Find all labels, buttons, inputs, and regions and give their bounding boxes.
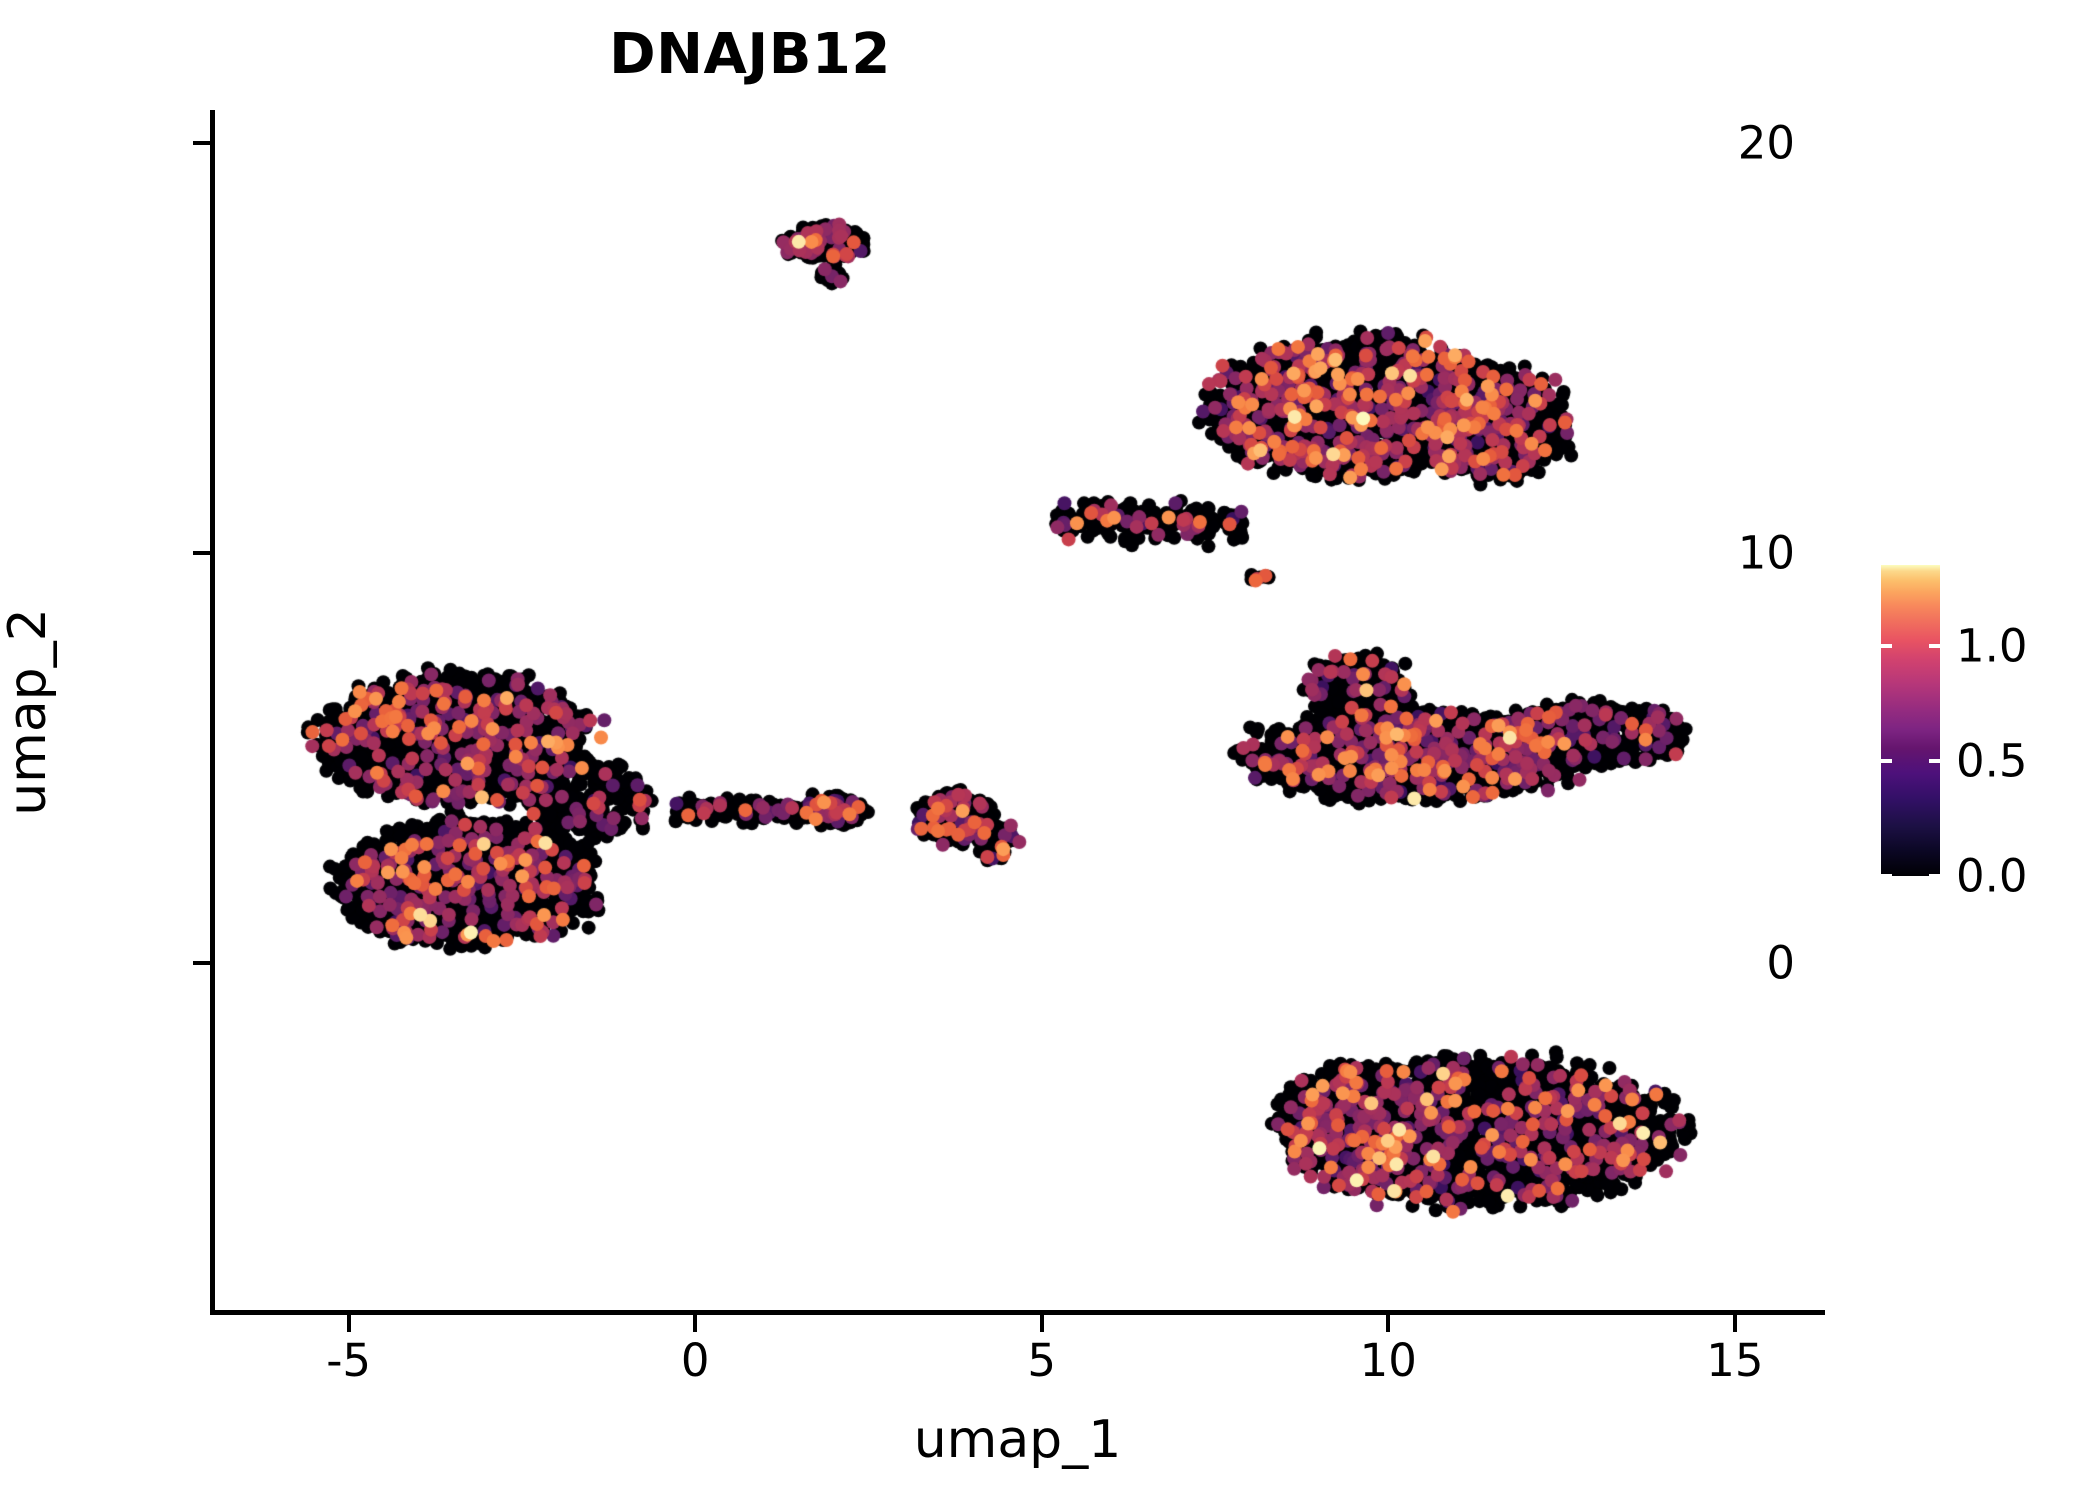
colorbar-tick-mark <box>1881 758 1892 763</box>
x-tick-mark <box>346 1315 351 1332</box>
x-axis-spine <box>210 1310 1825 1315</box>
colorbar-tick-mark <box>1929 874 1940 878</box>
colorbar-tick-mark <box>1929 643 1940 648</box>
y-axis-spine <box>210 110 215 1315</box>
y-tick-mark <box>193 550 210 555</box>
x-tick-mark <box>1039 1315 1044 1332</box>
colorbar: 0.0 0.5 1.0 <box>1881 565 2028 899</box>
x-axis-label: umap_1 <box>913 1410 1122 1470</box>
y-tick-label: 10 <box>1737 526 1795 580</box>
x-tick-mark <box>1732 1315 1737 1332</box>
y-tick-mark <box>193 140 210 145</box>
y-tick-label: 20 <box>1737 116 1795 170</box>
colorbar-tick-label: 1.0 <box>1956 619 2028 673</box>
y-tick-label: 0 <box>1766 936 1795 990</box>
x-tick-label: -5 <box>326 1334 372 1387</box>
colorbar-tick-mark <box>1881 874 1892 878</box>
colorbar-gradient <box>1881 565 1940 876</box>
x-tick-label: 15 <box>1706 1334 1764 1387</box>
colorbar-tick-label: 0.0 <box>1956 849 2028 903</box>
x-tick-mark <box>693 1315 698 1332</box>
y-tick-mark <box>193 960 210 965</box>
colorbar-tick-label: 0.5 <box>1956 734 2028 788</box>
colorbar-tick-mark <box>1929 758 1940 763</box>
colorbar-tick-mark <box>1881 643 1892 648</box>
page-title: DNAJB12 <box>609 22 891 87</box>
plot-axes: 0 10 20 -5 0 5 10 15 umap_1 umap_2 <box>0 110 1825 1470</box>
y-axis-label: umap_2 <box>0 608 58 816</box>
x-tick-label: 5 <box>1027 1334 1057 1387</box>
scatter-plot-points <box>210 110 1825 1315</box>
x-tick-mark <box>1386 1315 1391 1332</box>
x-tick-label: 10 <box>1359 1334 1417 1387</box>
x-tick-label: 0 <box>680 1334 710 1387</box>
